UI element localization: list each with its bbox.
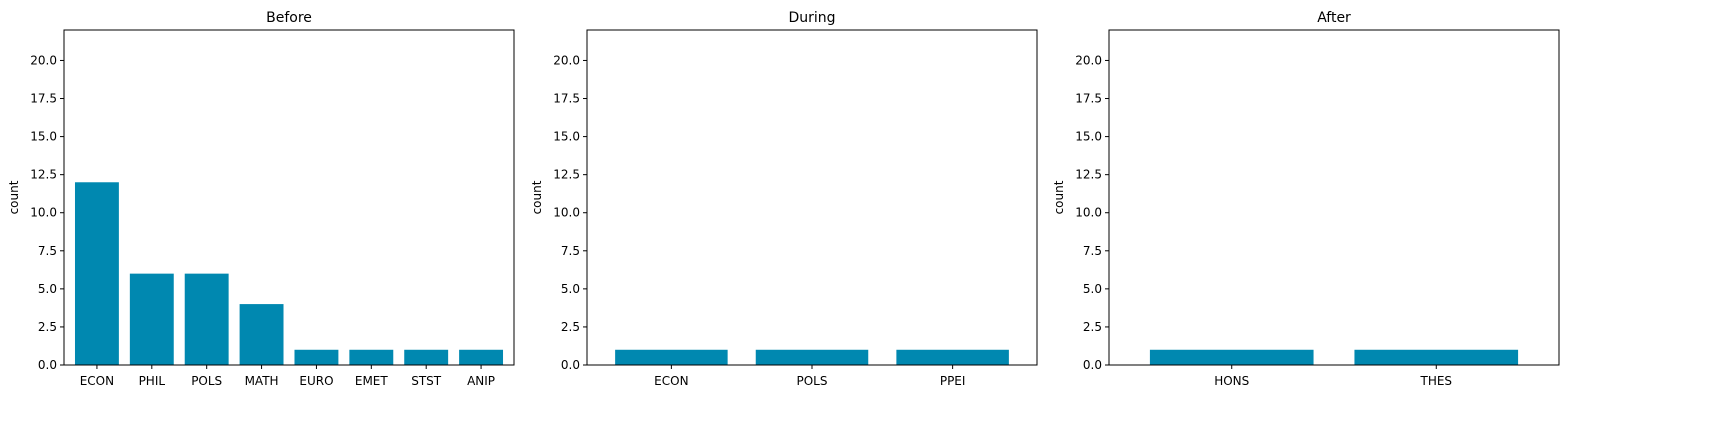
bar-pols [755,349,869,365]
y-tick-label: 12.5 [30,168,57,182]
x-tick-label-econ: ECON [654,374,688,388]
y-axis-label: count [530,180,544,214]
y-tick-label: 20.0 [553,53,580,67]
y-tick-label: 20.0 [1075,53,1102,67]
y-tick-label: 0.0 [38,358,57,372]
plot-frame [1108,29,1560,366]
x-tick-label-emet: EMET [355,374,389,388]
y-tick-label: 17.5 [1075,92,1102,106]
x-tick-label-pols: POLS [797,374,828,388]
x-tick-label-math: MATH [245,374,279,388]
y-tick-label: 7.5 [561,244,580,258]
y-tick-label: 0.0 [561,358,580,372]
y-tick-label: 5.0 [561,282,580,296]
y-tick-label: 7.5 [38,244,57,258]
bar-anip [459,349,504,365]
y-tick-label: 10.0 [30,206,57,220]
y-tick-label: 17.5 [553,92,580,106]
y-tick-label: 2.5 [38,320,57,334]
y-tick-label: 2.5 [1083,320,1102,334]
y-tick-label: 5.0 [38,282,57,296]
bar-emet [349,349,394,365]
y-tick-label: 15.0 [553,130,580,144]
y-axis-label: count [7,180,21,214]
x-tick-label-anip: ANIP [467,374,495,388]
y-axis-label: count [1052,180,1066,214]
bar-euro [294,349,339,365]
chart-panel-3: 0.0 2.5 5.0 7.5 10.0 12.5 15.0 17.5 20.0 HONS THES… [1052,10,1560,388]
bar-math [239,304,284,365]
x-tick-label-pols: POLS [191,374,222,388]
bar-econ [615,349,728,365]
y-tick-label: 0.0 [1083,358,1102,372]
x-tick-label-econ: ECON [80,374,114,388]
y-tick-label: 17.5 [30,92,57,106]
y-tick-label: 2.5 [561,320,580,334]
x-tick-label-phil: PHIL [139,374,166,388]
x-tick-label-euro: EURO [299,374,333,388]
bar-econ [74,182,119,365]
chart-panel-2: 0.0 2.5 5.0 7.5 10.0 12.5 15.0 17.5 20.0 ECON POLS… [530,10,1038,388]
y-tick-label: 10.0 [553,206,580,220]
y-tick-label: 7.5 [1083,244,1102,258]
y-tick-label: 15.0 [1075,130,1102,144]
chart-title: Before [266,10,312,26]
x-tick-label-thes: THES [1419,374,1452,388]
chart-panel-1: 0.0 2.5 5.0 7.5 10.0 12.5 15.0 17.5 20.0 ECON PHIL… [7,10,515,388]
x-tick-label-ppei: PPEI [940,374,966,388]
y-tick-label: 12.5 [553,168,580,182]
bar-thes [1354,349,1519,365]
bar-ppei [896,349,1009,365]
bar-hons [1149,349,1314,365]
y-tick-label: 10.0 [1075,206,1102,220]
plot-frame [63,29,515,366]
y-tick-label: 5.0 [1083,282,1102,296]
bar-stst [404,349,449,365]
bar-phil [129,273,174,365]
bar-pols [184,273,229,365]
x-tick-label-hons: HONS [1214,374,1249,388]
y-tick-label: 15.0 [30,130,57,144]
x-tick-label-stst: STST [411,374,442,388]
chart-title: During [788,10,835,26]
y-tick-label: 20.0 [30,53,57,67]
chart-title: After [1317,10,1351,26]
y-tick-label: 12.5 [1075,168,1102,182]
